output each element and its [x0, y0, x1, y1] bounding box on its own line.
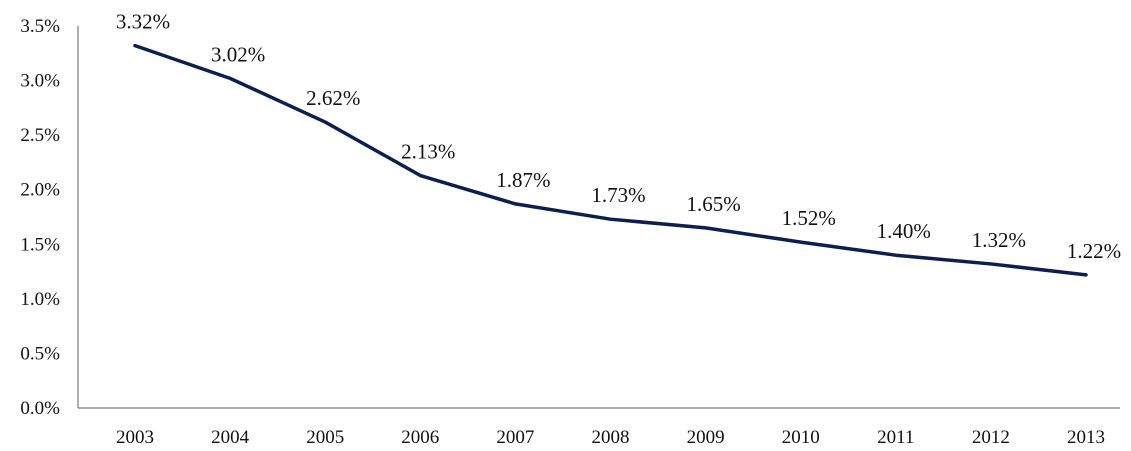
y-tick-label: 1.0% — [20, 289, 60, 310]
x-tick-label: 2008 — [592, 427, 630, 448]
y-tick-label: 0.5% — [20, 343, 60, 364]
data-label: 1.22% — [1067, 239, 1121, 263]
data-labels-group: 3.32% 3.02% 2.62% 2.13% 1.87% 1.73% 1.65% 1.52%… — [116, 10, 1121, 263]
x-tick-label: 2012 — [972, 427, 1010, 448]
data-label: 1.65% — [686, 192, 740, 216]
data-label: 1.73% — [591, 183, 645, 207]
data-point — [799, 240, 803, 244]
data-point — [323, 120, 327, 124]
data-point — [418, 174, 422, 178]
x-tick-label: 2009 — [687, 427, 725, 448]
data-label: 1.52% — [782, 206, 836, 230]
data-label: 3.32% — [116, 10, 170, 34]
x-axis-ticks: 2003 2004 2005 2006 2007 2008 2009 2010 2011 2012… — [116, 427, 1105, 448]
x-tick-label: 2006 — [401, 427, 439, 448]
data-label: 1.40% — [877, 219, 931, 243]
data-point — [894, 253, 898, 257]
data-point — [704, 226, 708, 230]
data-label: 3.02% — [211, 42, 265, 66]
x-tick-label: 2005 — [306, 427, 344, 448]
y-tick-label: 2.5% — [20, 125, 60, 146]
x-tick-label: 2003 — [116, 427, 154, 448]
data-point — [228, 76, 232, 80]
x-tick-label: 2004 — [211, 427, 250, 448]
x-tick-label: 2007 — [496, 427, 534, 448]
data-label: 1.32% — [972, 228, 1026, 252]
data-point — [1084, 273, 1088, 277]
data-point — [609, 217, 612, 221]
data-label: 1.87% — [496, 168, 550, 192]
data-point — [513, 202, 517, 206]
data-label: 2.62% — [306, 86, 360, 110]
x-tick-label: 2011 — [877, 427, 914, 448]
y-axis-ticks: 0.0% 0.5% 1.0% 1.5% 2.0% 2.5% 3.0% 3.5% — [20, 16, 60, 419]
y-tick-label: 1.5% — [20, 234, 60, 255]
data-label: 2.13% — [401, 140, 455, 164]
series-group — [133, 43, 1088, 277]
x-tick-label: 2010 — [782, 427, 820, 448]
x-tick-label: 2013 — [1067, 427, 1105, 448]
data-point — [989, 262, 993, 266]
chart-axes — [77, 26, 1120, 409]
y-tick-label: 2.0% — [20, 180, 60, 201]
y-tick-label: 3.0% — [20, 71, 60, 92]
y-tick-label: 3.5% — [20, 16, 60, 37]
series-line — [133, 43, 1088, 277]
y-tick-label: 0.0% — [20, 398, 60, 419]
data-point — [133, 44, 137, 48]
